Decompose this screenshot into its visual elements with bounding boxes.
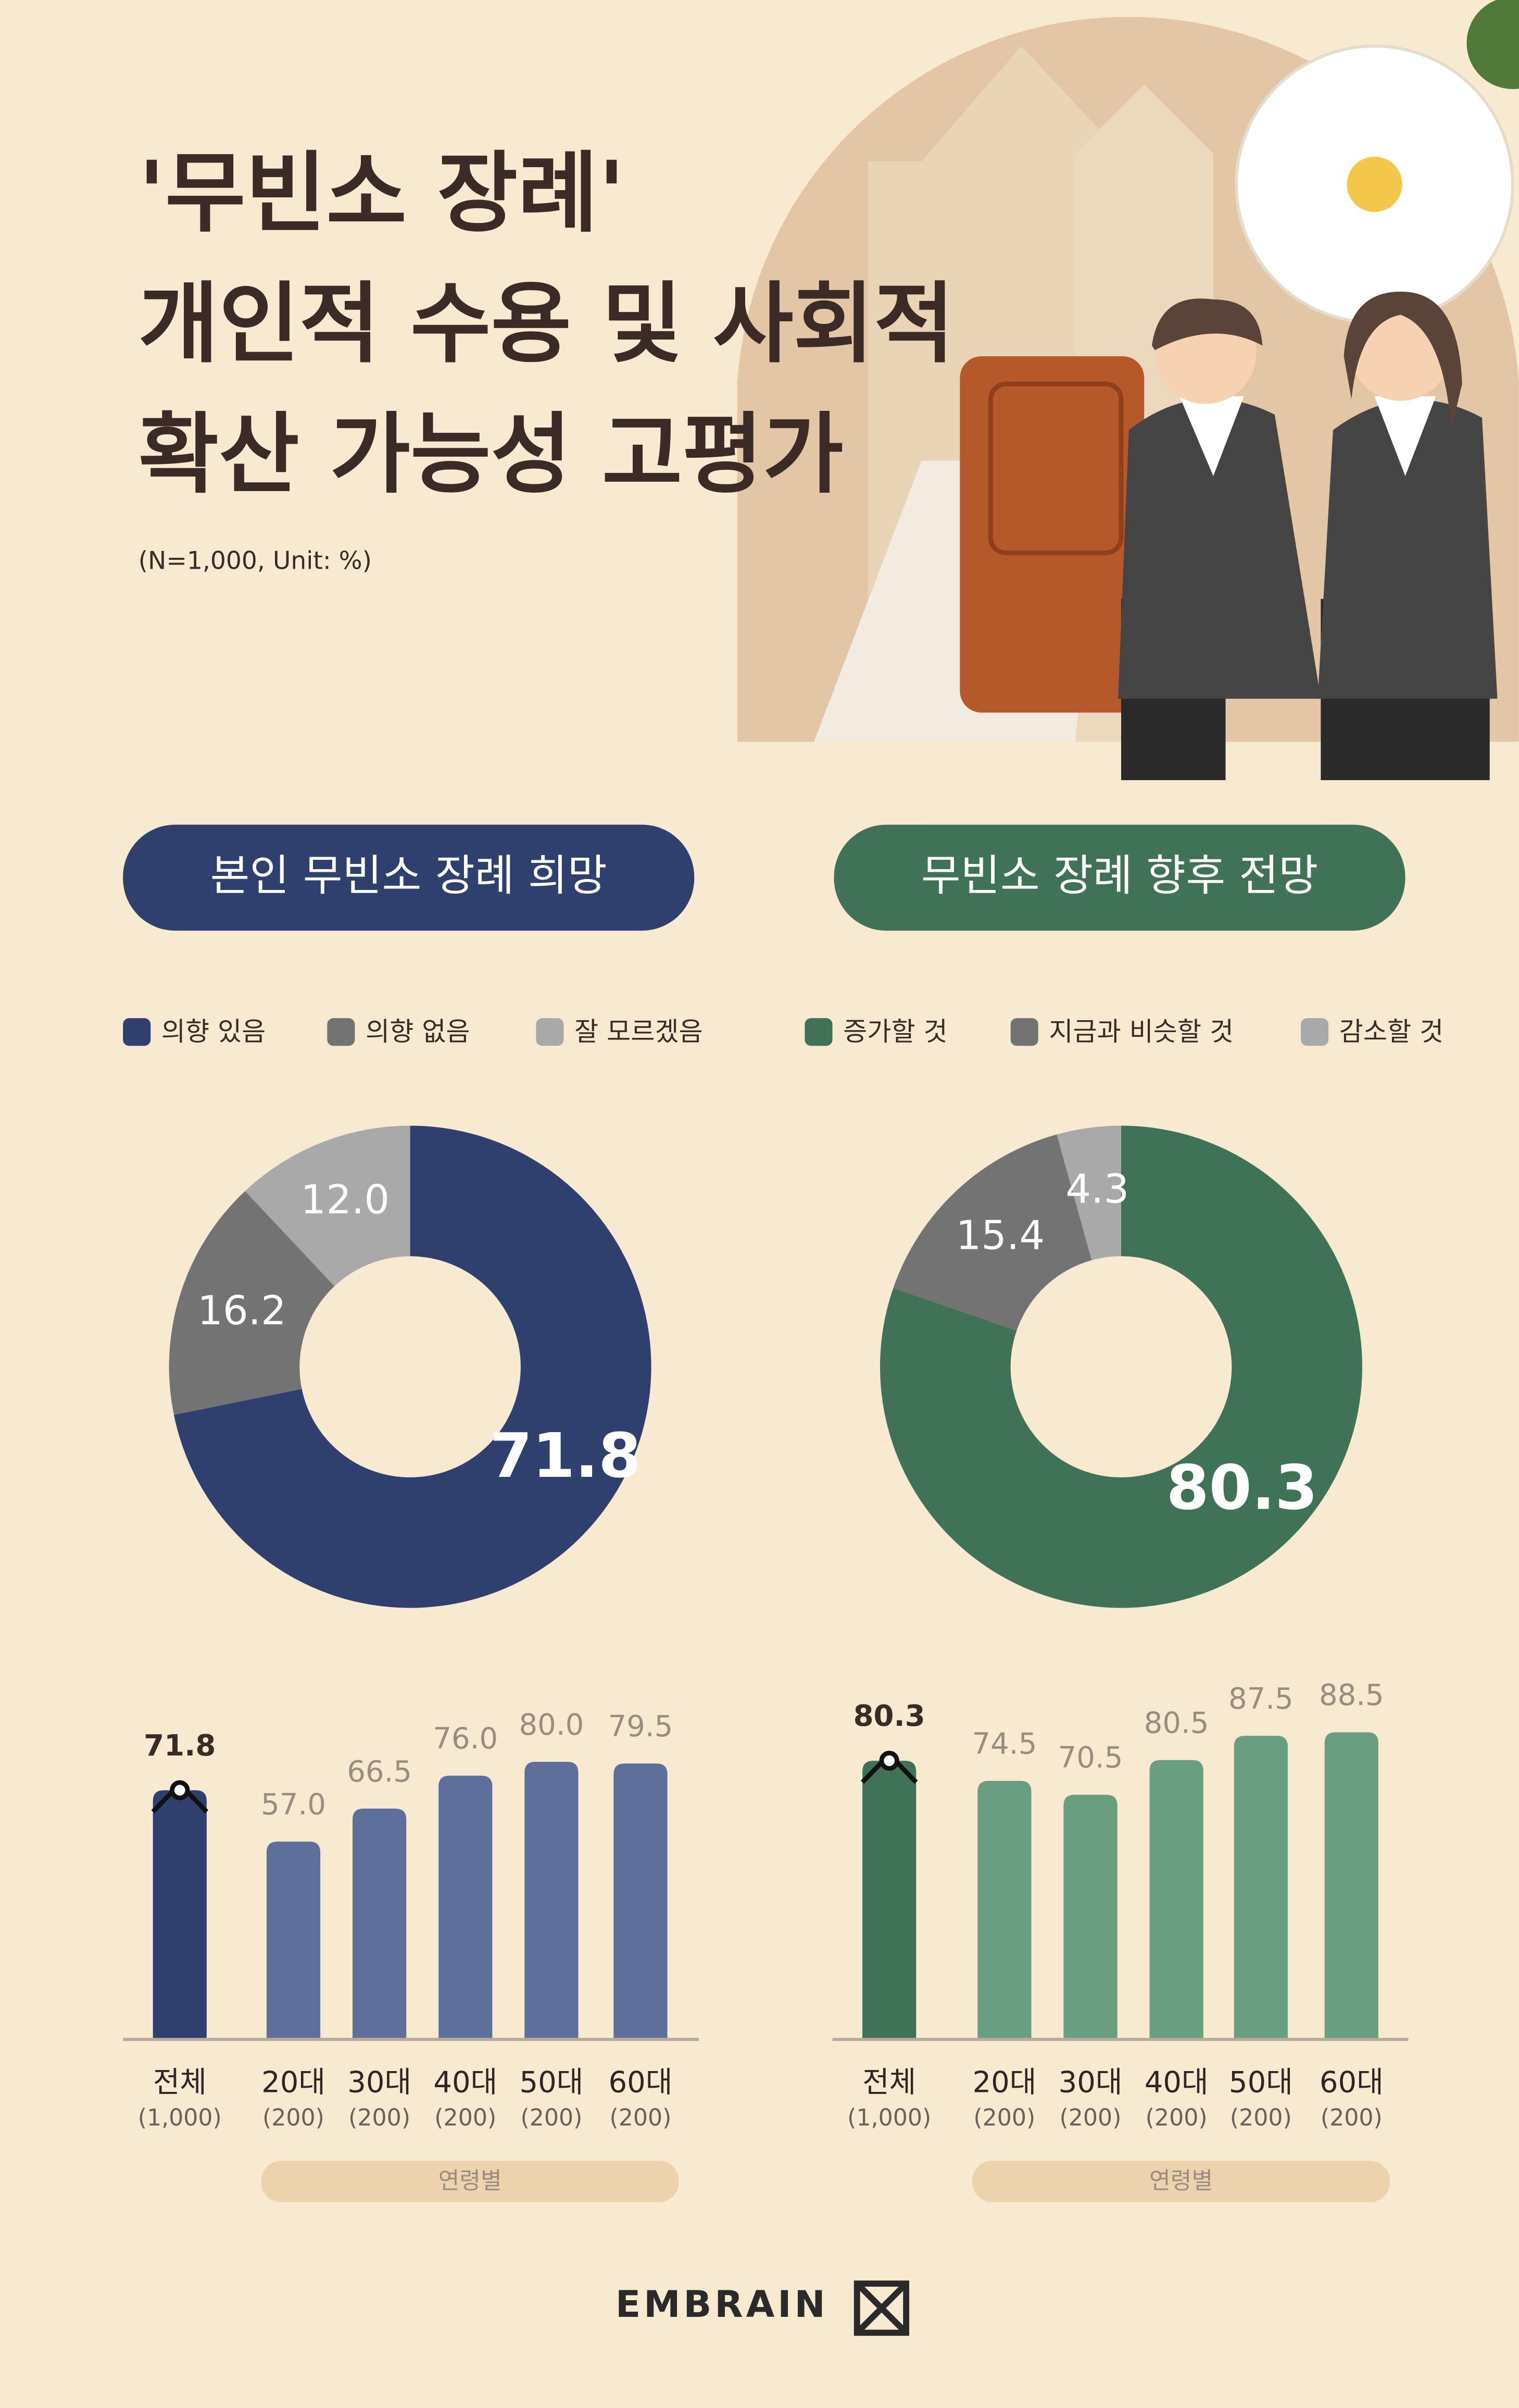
section-title: 본인 무빈소 장례 희망 [210,850,607,900]
sample-size: (200) [610,2105,672,2131]
donut-segment [893,1134,1092,1331]
sample-size: (200) [1321,2105,1383,2131]
x-tick-label: 30대 [1059,2065,1123,2099]
bar [862,1761,917,2040]
sample-size: (200) [973,2105,1035,2131]
bar-cap [170,1780,190,1800]
x-tick-label: 60대 [609,2065,673,2099]
brand: EMBRAIN [616,2282,828,2326]
donut-segment [1057,1125,1121,1260]
donut-segment [169,1191,335,1415]
data-label: 16.2 [197,1288,286,1334]
group-pill [261,2161,679,2202]
data-label: 15.4 [956,1212,1045,1259]
group-pill [972,2161,1390,2202]
sample-size: (200) [348,2105,410,2131]
legend-marker [123,1018,151,1046]
sample-size: (200) [520,2105,582,2131]
flower [1235,44,1514,324]
legend-marker [1301,1018,1329,1046]
section-title: 무빈소 장례 향후 전망 [921,850,1318,900]
sample-size: (1,000) [847,2105,931,2131]
person [1118,298,1321,781]
data-label: 12.0 [300,1177,390,1223]
sample-size: (200) [1060,2105,1122,2131]
legend-label: 의향 있음 [161,1016,266,1047]
donut-segment [880,1125,1362,1608]
data-label: 71.8 [144,1729,216,1763]
group-label: 연령별 [438,2168,502,2194]
donut-segment [245,1125,410,1286]
legend-label: 의향 없음 [366,1016,470,1047]
bar [266,1841,321,2040]
data-label: 4.3 [1065,1167,1129,1213]
data-label: 71.8 [489,1420,641,1491]
bar [153,1790,207,2040]
coffin [960,356,1145,713]
bar [977,1780,1032,2040]
x-tick-label: 20대 [972,2065,1036,2099]
sample-size: (200) [1230,2105,1292,2131]
legend-label: 지금과 비슷할 것 [1049,1016,1234,1047]
legend-label: 증가할 것 [843,1016,947,1047]
bar [1063,1795,1118,2040]
bar [438,1775,493,2040]
bar [1234,1736,1288,2040]
data-label: 80.3 [1166,1452,1318,1524]
illustration [737,0,1519,781]
data-label: 80.3 [853,1699,925,1733]
data-label: 70.5 [1058,1741,1123,1775]
legend-label: 잘 모르겠음 [574,1016,703,1047]
x-tick-label: 60대 [1320,2065,1384,2099]
bar [353,1809,407,2040]
x-tick-label: 전체 [862,2065,916,2099]
title-line: '무빈소 장례' [139,142,625,244]
legend-marker [327,1018,355,1046]
bar-cap [879,1750,899,1771]
coffin-panel [988,381,1124,556]
sample-size: (1,000) [138,2105,222,2131]
bar [613,1763,668,2040]
legend-marker [805,1018,833,1046]
x-tick-label: 20대 [261,2065,325,2099]
x-tick-label: 50대 [1229,2065,1293,2099]
data-label: 79.5 [608,1710,673,1744]
data-label: 88.5 [1319,1678,1384,1712]
bar [524,1762,579,2040]
x-tick-label: 40대 [1145,2065,1209,2099]
x-tick-label: 전체 [153,2065,207,2099]
subtitle: (N=1,000, Unit: %) [139,546,372,575]
section-pill [123,824,695,931]
brand-logo [853,2280,910,2336]
person [1317,292,1498,781]
donut-segment [173,1125,651,1608]
x-tick-label: 40대 [433,2065,497,2099]
legend-marker [536,1018,564,1046]
data-label: 87.5 [1228,1682,1294,1716]
bar [1324,1732,1378,2040]
title-line: 확산 가능성 고평가 [139,404,844,506]
x-tick-label: 30대 [347,2065,411,2099]
data-label: 80.0 [519,1708,584,1742]
leaf [1466,0,1519,90]
data-label: 76.0 [433,1722,498,1756]
data-label: 74.5 [972,1727,1037,1761]
group-label: 연령별 [1149,2168,1213,2194]
bar [1149,1760,1203,2040]
sample-size: (200) [1146,2105,1208,2131]
title-line: 개인적 수용 및 사회적 [139,273,955,375]
data-label: 57.0 [261,1788,326,1822]
section-pill [834,824,1405,931]
legend-label: 감소할 것 [1339,1016,1443,1047]
x-tick-label: 50대 [520,2065,584,2099]
sample-size: (200) [434,2105,496,2131]
data-label: 66.5 [347,1755,412,1789]
data-label: 80.5 [1144,1707,1209,1740]
sample-size: (200) [262,2105,324,2131]
legend-marker [1010,1018,1038,1046]
